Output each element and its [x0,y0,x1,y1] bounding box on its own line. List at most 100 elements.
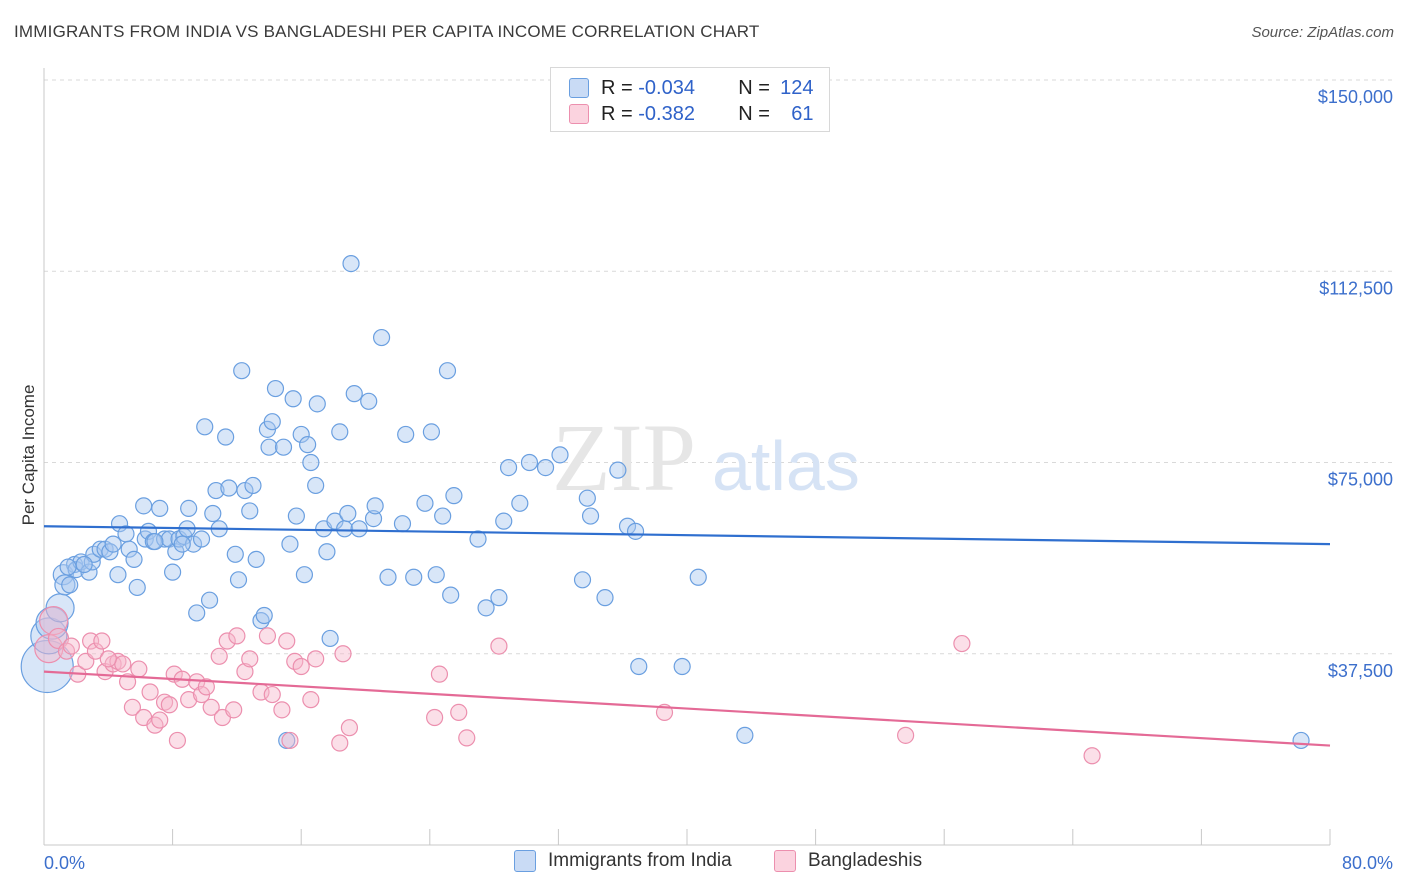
bangladeshi-point [146,716,164,734]
india-point [226,545,244,563]
india-point [292,425,310,444]
bangladeshi-point [123,698,142,716]
bangladeshi-point [281,731,299,750]
india-point [596,589,614,607]
bangladeshi-point [155,693,174,711]
india-point [379,568,397,586]
india-point [442,586,460,604]
india-point [372,328,391,347]
india-point [75,555,93,574]
bangladeshi-point [897,726,915,744]
bangladeshi-point [278,632,296,650]
india-point [477,599,495,617]
india-point [581,507,600,525]
bangladeshi-point [57,642,76,660]
india-point [188,604,206,622]
bangladeshi-point [210,647,228,665]
series-legend: Immigrants from India Bangladeshis [0,850,1406,878]
watermark-zip: ZIP [552,404,696,511]
india-point [366,497,384,515]
india-point [511,494,529,512]
bangladeshi-point [180,691,198,709]
bangladeshi-point [104,655,122,673]
y-tick-label: $112,500 [1319,278,1393,298]
india-point [499,459,518,477]
india-point [233,362,251,380]
india-point [287,507,305,525]
india-point [422,423,441,441]
x-tick-label: 80.0% [1342,853,1393,873]
bangladeshi-point [225,701,243,719]
bangladeshi-point [334,645,352,663]
india-point [192,530,211,548]
legend-n-label: N = [738,76,776,99]
bangladeshi-point [202,698,220,716]
india-point [146,532,164,551]
legend-label-india: Immigrants from India [548,850,732,871]
india-point [445,487,463,505]
india-point [689,568,707,586]
india-point [336,520,354,538]
bangladeshi-point [197,678,215,696]
bangladeshi-point [62,637,80,655]
india-point [241,502,259,520]
legend-item-india: Immigrants from India [514,850,732,872]
legend-row-bangladeshis: R = -0.382 N = 61 [569,101,814,127]
bangladeshi-point [258,627,277,645]
y-tick-labels: $37,500 $75,000 $112,500 $150,000 [1318,87,1393,681]
bangladeshi-point [426,708,444,727]
india-point [104,535,122,553]
india-point [200,591,219,609]
india-point [308,395,326,413]
india-point [255,606,273,625]
india-point [736,726,754,744]
y-tick-label: $37,500 [1328,661,1393,681]
legend-n-label: N = [738,102,776,125]
india-point [626,522,645,540]
chart-source: Source: ZipAtlas.com [1251,24,1394,41]
bangladeshi-point [430,665,449,683]
chart-title: IMMIGRANTS FROM INDIA VS BANGLADESHI PER… [14,22,760,41]
india-point [307,476,325,495]
india-point [342,255,360,273]
india-point [405,568,423,586]
india-point [321,629,339,648]
legend-swatch-bangladeshis [774,850,796,872]
india-point [573,571,592,589]
series-bangladeshis-points [34,605,1101,765]
trend-lines [43,525,1331,747]
india-point [495,512,513,530]
bangladeshi-point [450,703,468,722]
india-point [551,446,569,464]
bangladeshi-point [953,634,971,653]
india-point [536,459,555,477]
bangladeshi-point [292,657,310,676]
bangladeshi-point [141,683,159,701]
legend-r-label: R = [601,76,639,99]
bangladeshi-point [218,632,236,650]
bangladeshi-point [93,632,111,650]
india-point [180,499,198,517]
india-point [247,550,265,569]
bangladeshi-point [130,660,148,678]
india-point [59,558,77,576]
bangladeshi-point [168,731,187,750]
india-point [345,385,363,403]
x-tick-label: 0.0% [44,853,85,873]
bangladeshi-point [263,685,281,704]
india-point [207,481,225,500]
bangladeshi-point [109,652,127,671]
india-point [520,453,539,472]
india-point [20,639,74,694]
axes [43,68,1331,846]
bangladeshi-point [118,673,137,691]
y-axis-label: Per Capita Income [19,385,38,526]
india-point [302,453,320,472]
bangladeshi-point [340,719,359,737]
legend-n-value-india: 124 [780,76,814,99]
india-point [284,390,302,408]
india-point [416,494,434,512]
india-point [1292,731,1310,750]
india-point [331,423,349,441]
india-point [609,461,627,479]
